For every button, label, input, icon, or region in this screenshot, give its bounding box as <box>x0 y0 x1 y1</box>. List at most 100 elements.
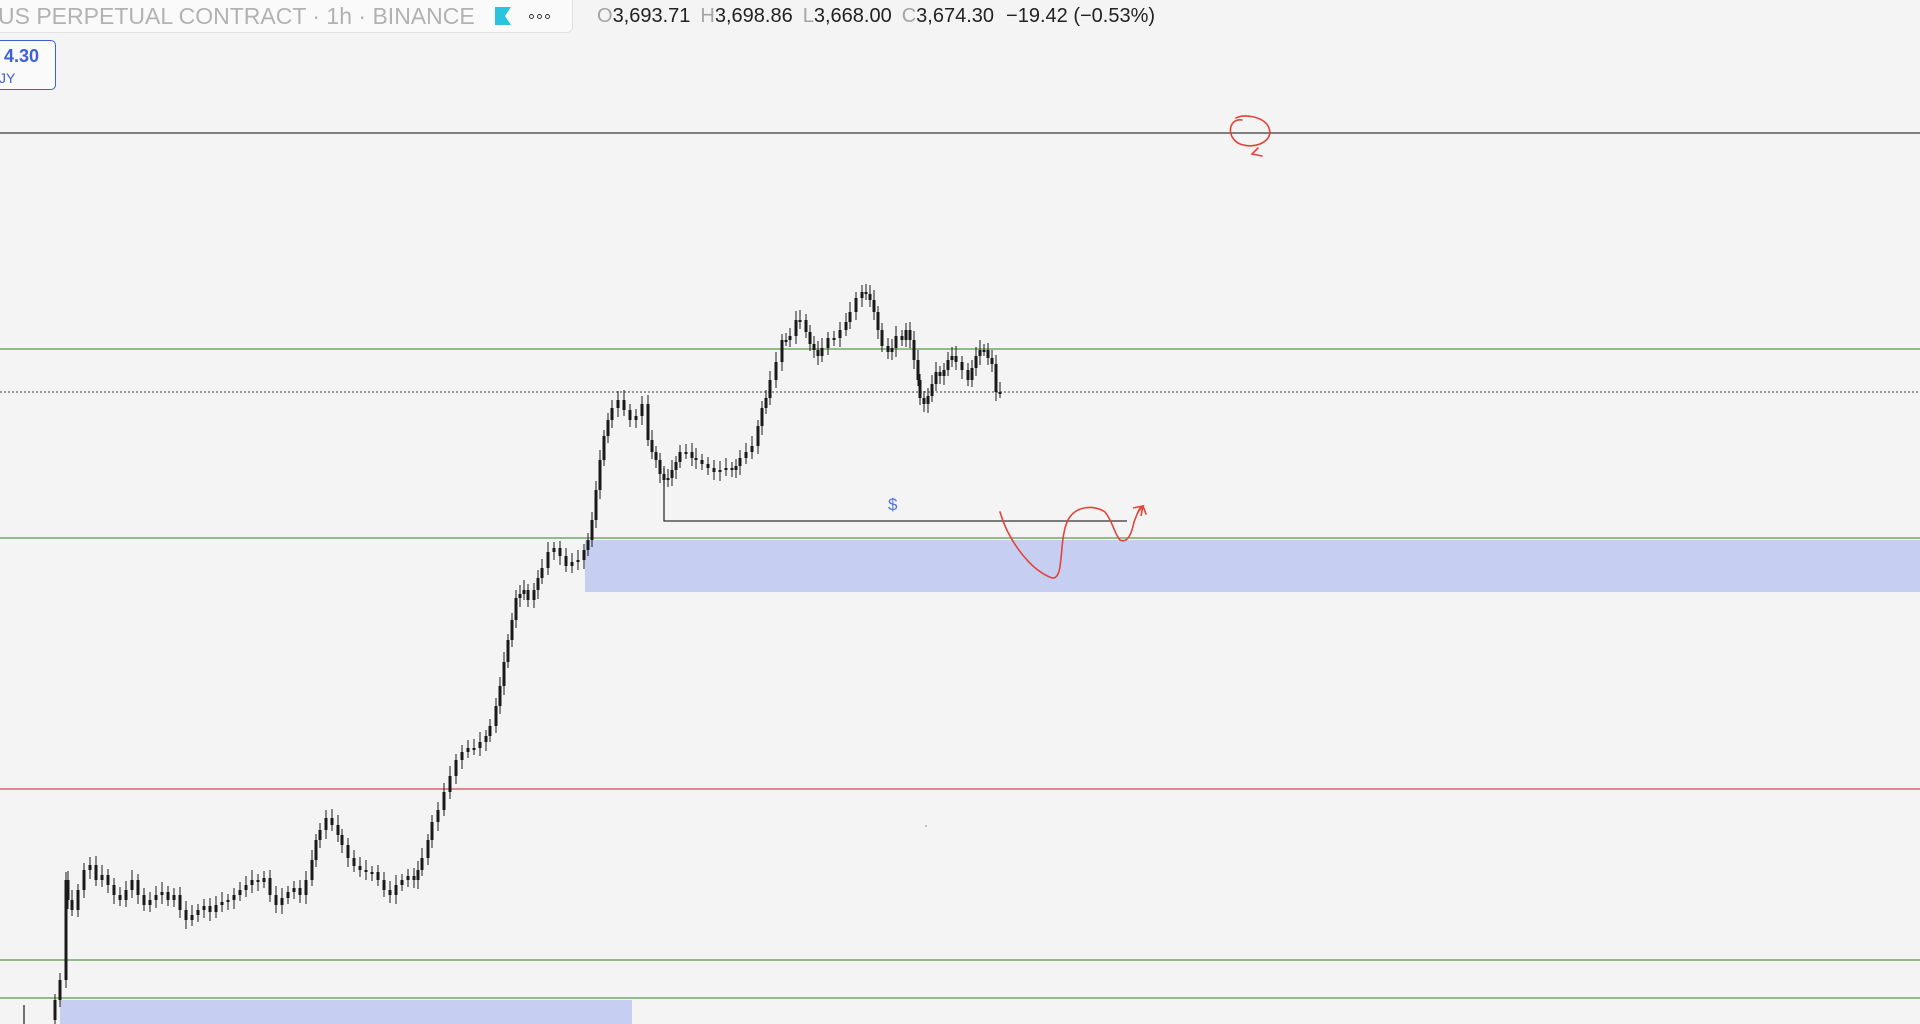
candle-body <box>220 902 224 905</box>
candle-body <box>256 880 260 882</box>
candle-body <box>178 895 182 910</box>
candle-body <box>498 686 502 706</box>
candle-body <box>662 474 666 480</box>
candle-body <box>582 550 586 560</box>
candle-body <box>488 726 492 736</box>
candle-body <box>826 338 830 348</box>
candle-body <box>64 880 68 980</box>
candle-body <box>82 870 86 890</box>
candle-body <box>738 458 742 466</box>
candle-body <box>466 748 470 752</box>
candle-body <box>346 845 350 858</box>
candle-body <box>904 330 908 340</box>
candle-body <box>280 898 284 905</box>
candle-body <box>844 322 848 330</box>
stray-dot <box>925 825 927 827</box>
candle-body <box>324 818 328 830</box>
candle-body <box>744 452 748 458</box>
candle-body <box>798 320 802 322</box>
candle-body <box>448 776 452 792</box>
candle-body <box>514 598 518 620</box>
more-icon[interactable] <box>528 13 550 19</box>
candle-body <box>908 330 912 340</box>
candle-body <box>768 380 772 398</box>
candle-body <box>922 398 926 404</box>
candle-body <box>226 900 230 902</box>
candle-body <box>124 890 128 900</box>
open-key: O <box>597 5 613 27</box>
price-box[interactable]: 4.30 JY <box>0 40 56 90</box>
candle-body <box>376 872 380 880</box>
demand-zone-upper[interactable] <box>585 540 1920 592</box>
candle-body <box>190 915 194 920</box>
candle-body <box>118 895 122 900</box>
candle-body <box>442 792 446 810</box>
candle-body <box>340 835 344 845</box>
candle-body <box>310 860 314 880</box>
candle-body <box>570 562 574 566</box>
candle-body <box>916 360 920 380</box>
candle-body <box>808 332 812 344</box>
candle-body <box>756 426 760 446</box>
candle-body <box>950 356 954 360</box>
candle-body <box>552 548 556 552</box>
candle-body <box>532 590 536 600</box>
symbol-title[interactable]: US PERPETUAL CONTRACT · 1h · BINANCE <box>0 2 475 29</box>
candle-body <box>394 885 398 895</box>
candle-body <box>484 736 488 742</box>
candle-body <box>706 464 710 468</box>
candle-body <box>760 408 764 426</box>
candle-body <box>502 662 506 686</box>
candle-body <box>416 870 420 880</box>
candle-body <box>678 452 682 462</box>
candle-body <box>734 466 738 470</box>
candle-body <box>478 742 482 748</box>
ohlc-readout: O3,693.71 H3,698.86 L3,668.00 C3,674.30 … <box>597 0 1155 33</box>
close-value: 3,674.30 <box>916 5 995 27</box>
candle-body <box>106 875 110 885</box>
candle-body <box>954 356 958 362</box>
candle-body <box>208 906 212 912</box>
candle-body <box>930 384 934 396</box>
candle-body <box>730 468 734 470</box>
candle-body <box>112 885 116 895</box>
drawing-loop-top[interactable] <box>1229 115 1271 157</box>
candle-body <box>832 338 836 340</box>
price-candles <box>23 284 1002 1024</box>
candle-body <box>848 312 852 322</box>
candle-body <box>880 330 884 346</box>
candle-body <box>970 368 974 380</box>
price-box-value: 4.30 <box>3 46 39 66</box>
change-value: −19.42 (−0.53%) <box>1006 5 1156 27</box>
candle-body <box>640 404 644 416</box>
candle-body <box>666 478 670 480</box>
candle-body <box>202 906 206 910</box>
candle-body <box>250 880 254 885</box>
demand-zone-lower[interactable] <box>60 1000 632 1024</box>
candle-body <box>820 348 824 356</box>
candle-body <box>304 880 308 895</box>
candle-body <box>382 880 386 890</box>
candle-body <box>406 876 410 880</box>
candle-body <box>894 336 898 348</box>
flag-icon[interactable] <box>493 6 513 26</box>
candle-body <box>298 888 302 895</box>
candle-body <box>860 292 864 298</box>
candle-body <box>606 420 610 436</box>
candle-body <box>364 870 368 872</box>
candle-body <box>750 446 754 452</box>
symbol-legend[interactable]: US PERPETUAL CONTRACT · 1h · BINANCE <box>0 0 573 33</box>
candle-body <box>986 350 990 358</box>
candle-body <box>154 895 158 900</box>
candle-body <box>960 362 964 370</box>
candle-body <box>890 348 894 352</box>
candle-body <box>634 416 638 420</box>
candle-body <box>670 470 674 478</box>
candle-body <box>130 880 134 890</box>
candle-body <box>872 300 876 312</box>
candle-body <box>946 360 950 370</box>
candle-body <box>238 890 242 895</box>
candle-body <box>994 364 998 392</box>
candle-body <box>286 892 290 898</box>
